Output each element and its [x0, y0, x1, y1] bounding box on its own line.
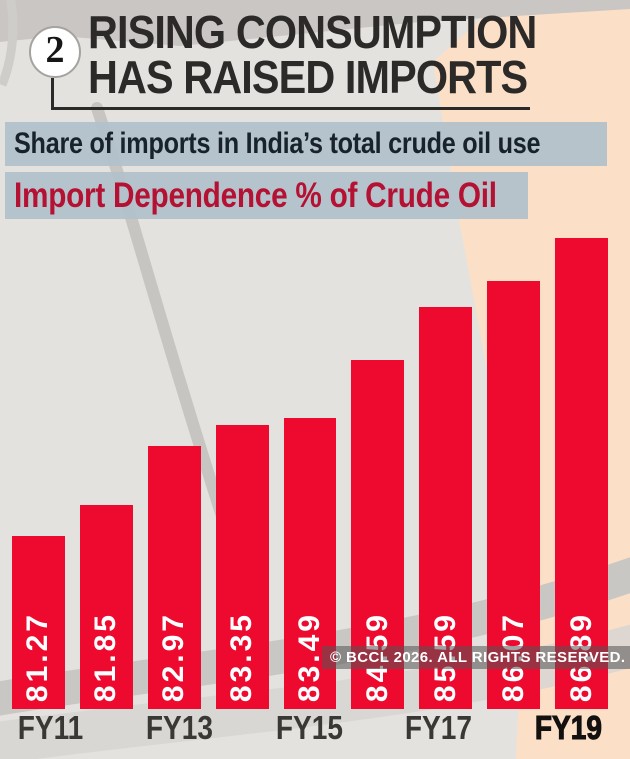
title-underline	[51, 107, 530, 110]
x-tick-label: FY17	[405, 709, 473, 746]
bar: 86.89	[555, 238, 609, 709]
chart-title: Import Dependence % of Crude Oil	[5, 172, 528, 219]
chart-subtitle-text: Share of imports in India’s total crude …	[14, 127, 541, 160]
x-tick-cell: FY17	[399, 711, 478, 744]
x-axis-labels: FY11 FY13 FY15 FY17 FY19	[12, 709, 608, 746]
bar: 83.35	[215, 425, 269, 709]
x-tick-cell: FY11	[12, 711, 89, 744]
x-tick-cell: FY15	[270, 711, 349, 744]
copyright-text: © BCCL 2026. ALL RIGHTS RESERVED.	[330, 649, 626, 666]
index-badge-number: 2	[45, 29, 65, 71]
badge-connector-line	[51, 78, 54, 109]
x-tick-cell: FY13	[140, 711, 219, 744]
chart-subtitle: Share of imports in India’s total crude …	[5, 122, 607, 166]
bar-chart: 81.27 81.85 82.97 83.35 83.49 84.59 85.5…	[12, 229, 609, 709]
x-tick-label: FY11	[17, 709, 84, 746]
bar: 86.07	[487, 281, 541, 709]
corner-curve	[0, 0, 18, 87]
x-tick-label: FY15	[275, 709, 343, 746]
bar-value-label: 81.27	[21, 611, 55, 702]
x-tick-cell	[364, 711, 385, 744]
x-tick-label: FY19	[535, 709, 603, 746]
x-tick-cell	[493, 711, 514, 744]
bar-value-label: 83.35	[225, 611, 259, 702]
bar: 81.85	[79, 505, 133, 709]
x-tick-label: FY13	[145, 709, 213, 746]
page-title: RISING CONSUMPTION HAS RAISED IMPORTS	[88, 6, 537, 103]
x-tick-cell	[234, 711, 255, 744]
top-gray-band	[0, 0, 630, 46]
bar-value-label: 83.49	[293, 611, 326, 702]
copyright-watermark: © BCCL 2026. ALL RIGHTS RESERVED.	[322, 646, 630, 669]
index-badge: 2	[29, 26, 81, 78]
page-title-line2: HAS RAISED IMPORTS	[88, 51, 528, 103]
page-title-line1: RISING CONSUMPTION	[88, 6, 537, 58]
bar: 81.27	[12, 536, 65, 709]
x-tick-cell	[104, 711, 125, 744]
bar: 82.97	[147, 446, 201, 709]
bar: 85.59	[419, 307, 473, 709]
bar-value-label: 82.97	[157, 611, 191, 702]
x-tick-cell: FY19	[529, 709, 608, 746]
chart-title-text: Import Dependence % of Crude Oil	[14, 175, 497, 215]
bar-value-label: 81.85	[89, 611, 123, 702]
